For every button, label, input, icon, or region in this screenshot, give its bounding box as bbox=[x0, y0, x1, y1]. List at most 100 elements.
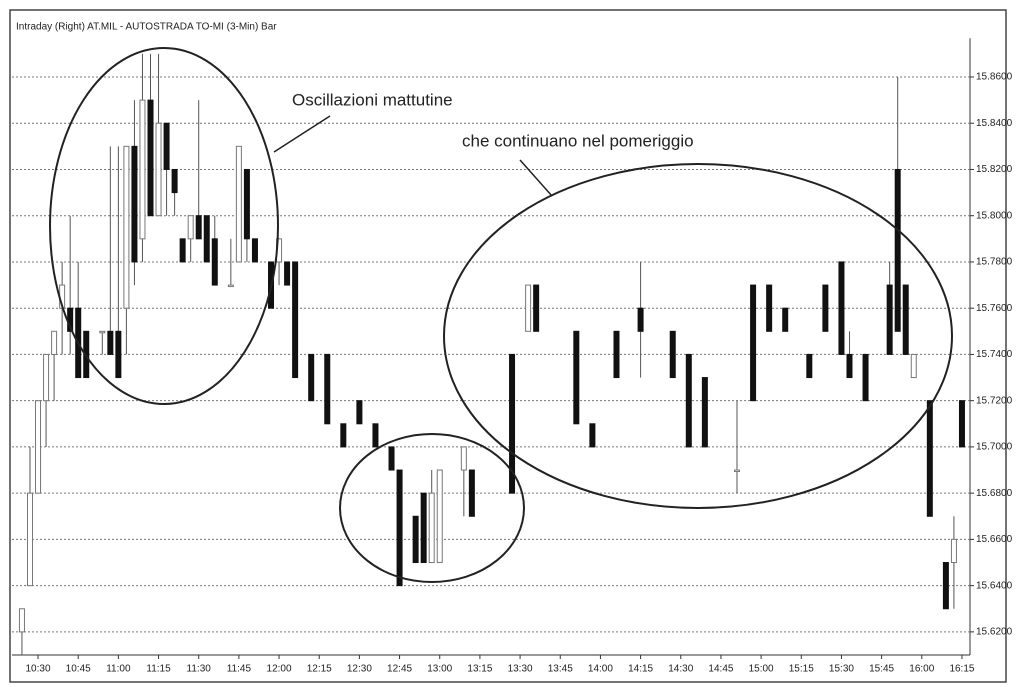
candle-body bbox=[171, 168, 178, 194]
candle-body bbox=[910, 353, 917, 379]
candle bbox=[701, 377, 708, 448]
candle bbox=[573, 330, 580, 425]
candle-body bbox=[862, 353, 869, 402]
x-tick-label: 15:30 bbox=[829, 664, 854, 675]
candle bbox=[950, 516, 957, 609]
candle-body bbox=[131, 145, 138, 263]
candle bbox=[187, 215, 194, 262]
candle-body bbox=[525, 284, 532, 332]
candle bbox=[18, 608, 25, 655]
candle-body bbox=[139, 99, 146, 240]
candle bbox=[910, 353, 917, 379]
candle bbox=[139, 53, 146, 262]
candle bbox=[822, 284, 829, 332]
candle bbox=[99, 330, 106, 355]
x-tick-label: 15:15 bbox=[789, 664, 814, 675]
candle bbox=[846, 331, 853, 379]
candle bbox=[750, 284, 757, 402]
x-tick-label: 13:45 bbox=[548, 664, 573, 675]
candle bbox=[107, 146, 114, 355]
candle-body bbox=[251, 238, 258, 263]
candle-body bbox=[340, 423, 347, 448]
candle bbox=[388, 446, 395, 471]
x-tick-label: 12:15 bbox=[307, 664, 332, 675]
candle bbox=[533, 284, 540, 332]
x-tick-label: 15:45 bbox=[869, 664, 894, 675]
candle bbox=[396, 469, 403, 587]
candle bbox=[292, 261, 299, 379]
x-tick-label: 14:45 bbox=[708, 664, 733, 675]
candle-body bbox=[846, 353, 853, 379]
candle bbox=[147, 53, 154, 217]
candle bbox=[203, 215, 210, 263]
y-tick-label: 15.7600 bbox=[976, 303, 1013, 314]
candle-body bbox=[589, 423, 596, 448]
candle bbox=[637, 261, 644, 378]
candle bbox=[613, 330, 620, 379]
candle bbox=[902, 284, 909, 355]
candle-body bbox=[123, 145, 130, 309]
plot: 15.6200 15.6400 15.6600 15.6800 15.7000 15.72… bbox=[12, 38, 1013, 675]
chart-title: Intraday (Right) AT.MIL - AUTOSTRADA TO-… bbox=[16, 22, 277, 33]
candle bbox=[171, 168, 178, 216]
candle-body bbox=[324, 353, 331, 425]
candle-body bbox=[356, 400, 363, 425]
candle bbox=[942, 562, 949, 610]
candle bbox=[862, 353, 869, 402]
y-tick-label: 15.7800 bbox=[976, 257, 1013, 268]
x-tick-label: 13:30 bbox=[508, 664, 533, 675]
candle-body bbox=[806, 353, 813, 379]
candle bbox=[926, 400, 933, 517]
candle-body bbox=[886, 284, 893, 355]
candle bbox=[412, 515, 419, 564]
candle-body bbox=[284, 261, 291, 286]
candle bbox=[838, 261, 845, 355]
candle-body bbox=[436, 469, 443, 564]
candle bbox=[766, 284, 773, 332]
candle-body bbox=[669, 330, 676, 379]
candle-body bbox=[203, 215, 210, 263]
x-tick-label: 11:45 bbox=[227, 664, 252, 675]
candle-body bbox=[509, 353, 516, 494]
candle bbox=[340, 423, 347, 448]
candle-body bbox=[942, 562, 949, 610]
candle-body bbox=[637, 307, 644, 332]
candle-body bbox=[211, 238, 218, 286]
candle bbox=[436, 469, 443, 564]
candle bbox=[958, 400, 965, 448]
candle-body bbox=[734, 469, 741, 473]
y-tick-label: 15.8600 bbox=[976, 72, 1013, 83]
candle-body bbox=[372, 423, 379, 448]
candle bbox=[308, 353, 315, 402]
candle-body bbox=[18, 608, 25, 633]
candle-body bbox=[902, 284, 909, 355]
candle bbox=[243, 168, 250, 262]
x-tick-label: 14:00 bbox=[588, 664, 613, 675]
candle-body bbox=[43, 353, 50, 402]
candle bbox=[372, 423, 379, 448]
x-tick-label: 12:00 bbox=[267, 664, 292, 675]
candle-body bbox=[428, 492, 435, 564]
candle bbox=[195, 100, 202, 240]
candle-body bbox=[838, 261, 845, 355]
pointer-line bbox=[273, 115, 331, 153]
candle bbox=[155, 53, 162, 217]
candle-body bbox=[950, 538, 957, 564]
candle bbox=[525, 284, 532, 332]
candle-body bbox=[187, 215, 194, 240]
candle bbox=[420, 492, 427, 564]
y-tick-label: 15.8200 bbox=[976, 164, 1013, 175]
x-tick-label: 15:00 bbox=[749, 664, 774, 675]
candle-body bbox=[750, 284, 757, 402]
candle bbox=[894, 76, 901, 332]
x-tick-label: 16:15 bbox=[949, 664, 974, 675]
candle-body bbox=[460, 446, 467, 471]
x-tick-label: 12:30 bbox=[347, 664, 372, 675]
y-tick-label: 15.6600 bbox=[976, 534, 1013, 545]
x-tick-label: 10:30 bbox=[26, 664, 51, 675]
ellipse bbox=[443, 163, 953, 509]
candle bbox=[782, 307, 789, 332]
candle bbox=[227, 238, 234, 288]
candle-body bbox=[155, 122, 162, 217]
x-tick-label: 14:30 bbox=[668, 664, 693, 675]
